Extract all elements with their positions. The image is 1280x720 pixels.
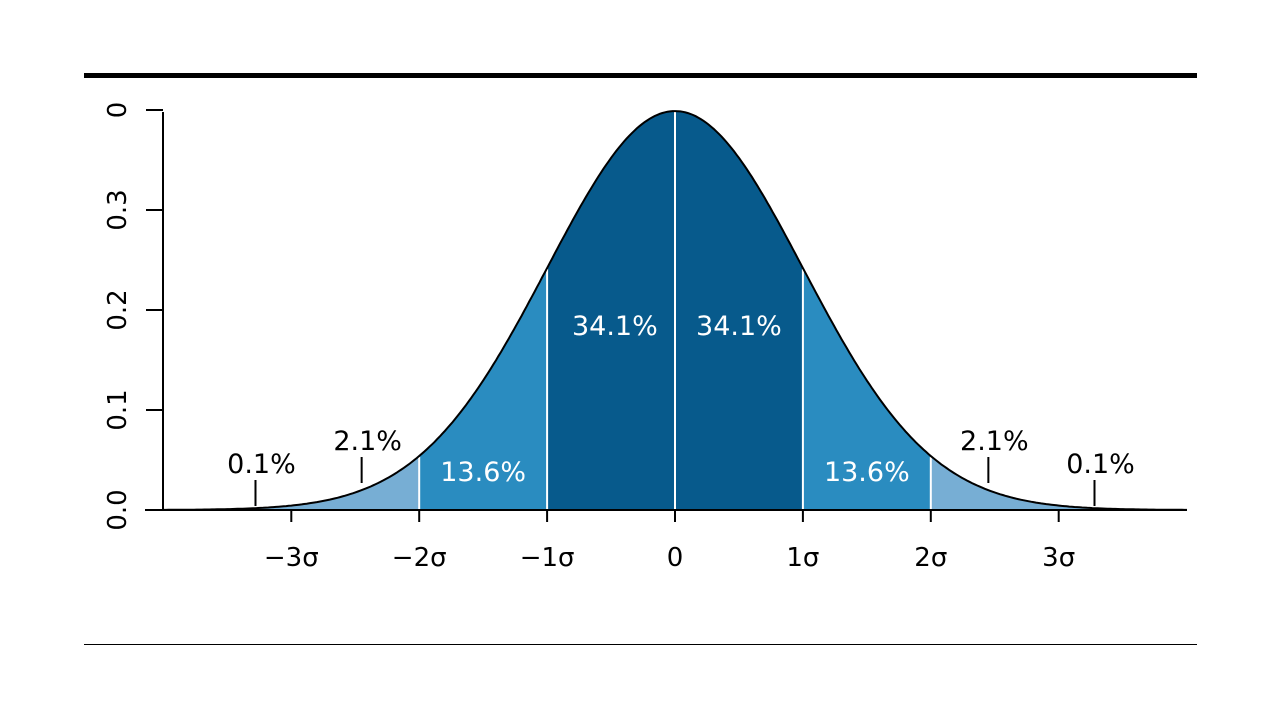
x-tick-label: −2σ (392, 543, 447, 573)
y-tick-label: 0.3 (103, 189, 133, 230)
x-tick-label: 0 (667, 543, 684, 573)
y-tick-label: 0.1 (103, 389, 133, 430)
y-tick-label: 0.0 (103, 489, 133, 530)
annotation-label: 13.6% (440, 457, 526, 488)
bottom-rule (84, 644, 1197, 645)
y-axis-ticks: 0.0 0.1 0.2 0.3 0 (103, 102, 163, 531)
annotation-label: 0.1% (227, 449, 296, 480)
x-tick-label: −1σ (520, 543, 575, 573)
sigma-dividers (418, 112, 932, 510)
x-tick-label: 2σ (914, 543, 947, 573)
y-tick-label: 0.2 (103, 289, 133, 330)
top-rule (84, 73, 1197, 78)
density-curve (163, 110, 1187, 511)
annotation-label: 34.1% (696, 311, 782, 342)
x-tick-label: −3σ (264, 543, 319, 573)
x-tick-label: 1σ (786, 543, 819, 573)
annotation-label: 2.1% (960, 426, 1029, 457)
percent-annotations: 0.1% 2.1% 13.6% 34.1% 34.1% 13.6% 2.1% 0.1% (227, 311, 1135, 506)
x-tick-label: 3σ (1042, 543, 1075, 573)
annotation-label: 13.6% (824, 457, 910, 488)
annotation-label: 2.1% (333, 426, 402, 457)
annotation-label: 34.1% (572, 311, 658, 342)
region-light-5 (930, 456, 1187, 510)
y-tick-label: 0 (103, 102, 133, 119)
x-axis-ticks: −3σ −2σ −1σ 0 1σ 2σ 3σ (264, 510, 1075, 573)
region-light-0 (163, 456, 420, 510)
annotation-label: 0.1% (1066, 449, 1135, 480)
